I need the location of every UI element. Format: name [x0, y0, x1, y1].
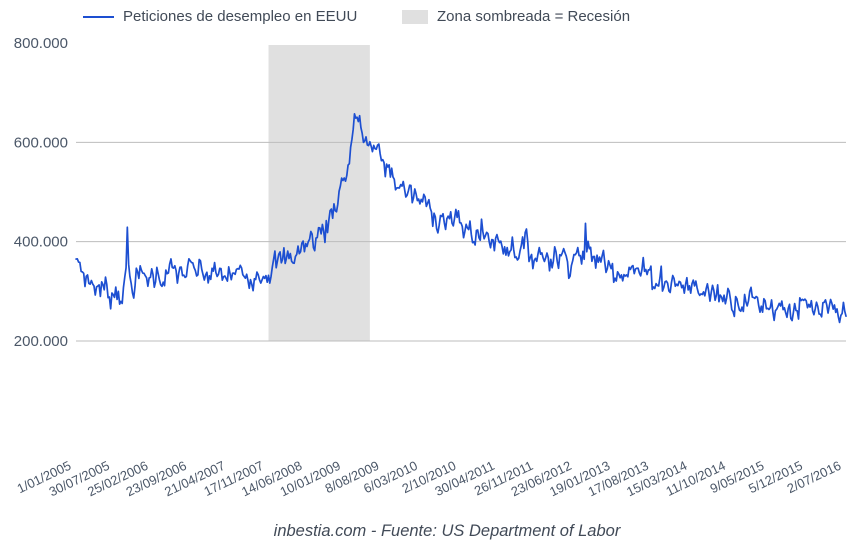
svg-text:800.000: 800.000 [14, 35, 68, 52]
svg-text:600.000: 600.000 [14, 134, 68, 151]
svg-text:400.000: 400.000 [14, 234, 68, 251]
svg-text:200.000: 200.000 [14, 333, 68, 350]
